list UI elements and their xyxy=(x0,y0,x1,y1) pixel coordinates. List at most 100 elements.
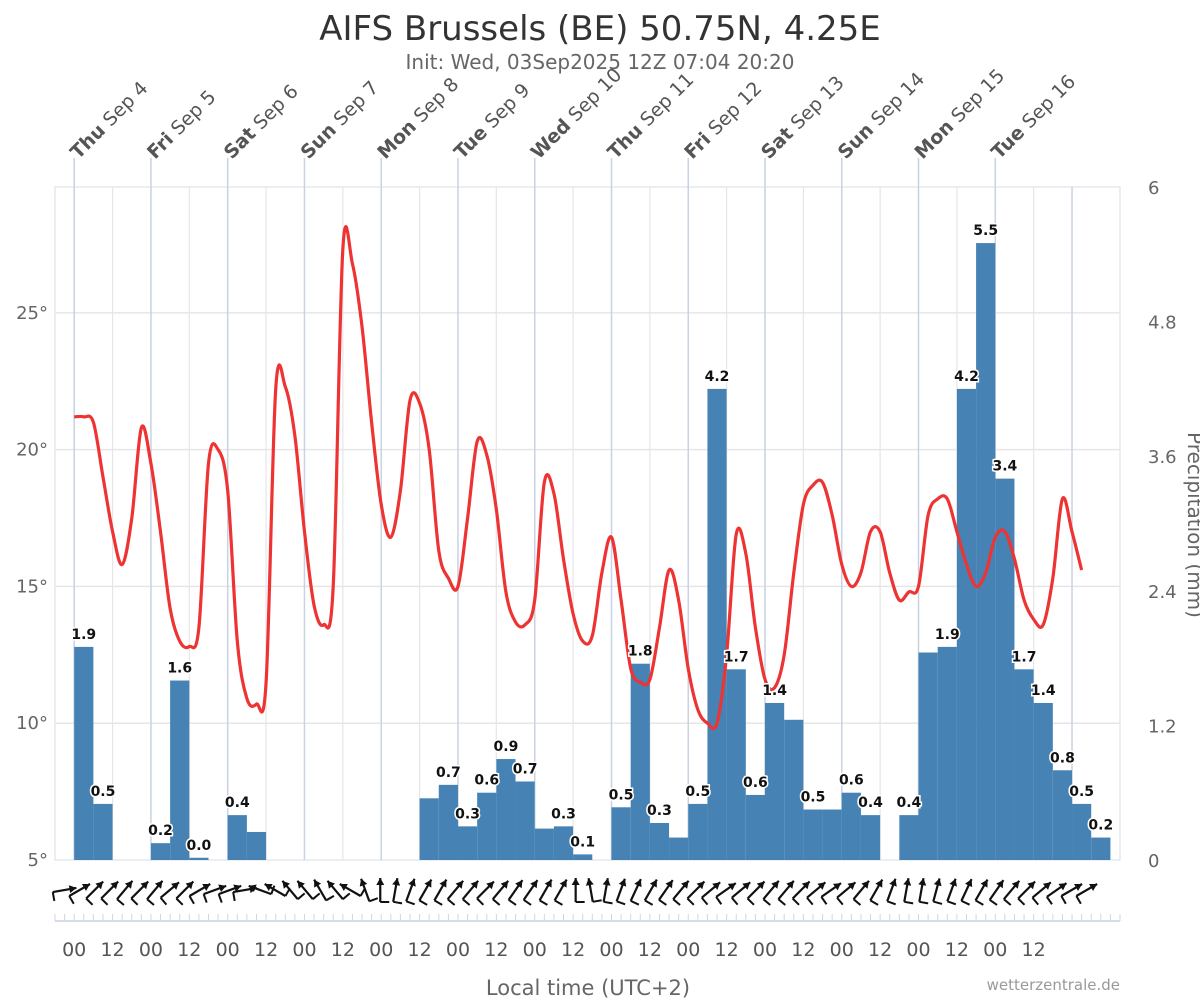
wind-feather xyxy=(746,897,755,906)
wind-arrowhead xyxy=(786,880,794,889)
wind-barb xyxy=(820,882,842,905)
wind-arrowhead xyxy=(171,882,180,890)
wind-barb xyxy=(522,879,539,906)
wind-feather xyxy=(492,898,501,906)
wind-feather xyxy=(989,899,998,906)
precip-bar xyxy=(1014,669,1034,860)
precip-bar xyxy=(496,759,516,860)
precip-bar xyxy=(918,652,938,860)
wind-barb xyxy=(903,877,914,905)
chart-title: AIFS Brussels (BE) 50.75N, 4.25E xyxy=(319,9,881,49)
x-tick-label: 12 xyxy=(561,939,585,961)
wind-feather xyxy=(700,897,709,906)
wind-arrowhead xyxy=(996,880,1004,889)
wind-feather xyxy=(806,897,814,906)
precip-bar xyxy=(246,831,267,860)
wind-arrowhead xyxy=(81,884,91,891)
precip-data-label: 0.5 xyxy=(91,784,116,800)
wind-feather xyxy=(130,897,139,906)
precip-bar xyxy=(93,803,113,860)
day-label: Mon Sep 8 xyxy=(373,73,463,163)
wind-feather xyxy=(791,897,800,906)
day-label-date: Sep 12 xyxy=(700,77,767,144)
wind-barb xyxy=(629,878,642,906)
precip-data-label: 0.5 xyxy=(685,784,710,800)
precip-data-label: 0.5 xyxy=(609,787,634,803)
x-tick-label: 12 xyxy=(408,939,432,961)
x-tick-label: 00 xyxy=(292,939,316,961)
wind-barb xyxy=(146,880,164,906)
precip-data-label: 0.6 xyxy=(839,773,864,789)
wind-barb xyxy=(296,880,321,900)
wind-arrowhead xyxy=(297,880,305,889)
wind-feather xyxy=(947,900,957,906)
precip-bar xyxy=(669,837,689,860)
wind-barb xyxy=(1060,883,1083,905)
precip-bar xyxy=(1052,770,1073,860)
wind-barb xyxy=(68,883,91,905)
precip-bar xyxy=(457,826,478,860)
precip-bar xyxy=(1091,837,1111,860)
x-tick-label: 00 xyxy=(523,939,547,961)
precip-data-label: 1.4 xyxy=(1031,683,1056,699)
wind-arrowhead xyxy=(742,882,751,890)
wind-feather xyxy=(447,898,456,906)
wind-feather xyxy=(686,897,695,906)
precip-bar xyxy=(170,680,190,860)
right-tick-label: 3.6 xyxy=(1148,447,1177,468)
wind-arrowhead xyxy=(602,878,611,886)
wind-arrowhead xyxy=(1058,883,1067,891)
wind-feather xyxy=(297,892,306,900)
wind-arrowhead xyxy=(202,884,211,891)
wind-arrowhead xyxy=(544,879,552,888)
precip-bar xyxy=(688,803,708,860)
wind-arrowhead xyxy=(95,881,104,890)
wind-barb xyxy=(615,878,627,906)
wind-arrowhead xyxy=(1011,880,1020,889)
precip-bar xyxy=(553,826,574,860)
wind-barb xyxy=(658,879,674,906)
wind-feather xyxy=(554,899,563,906)
chart-subtitle: Init: Wed, 03Sep2025 12Z 07:04 20:20 xyxy=(406,50,795,74)
precip-data-label: 0.7 xyxy=(513,761,538,777)
wind-feather xyxy=(175,897,184,906)
wind-barb xyxy=(553,879,568,906)
x-tick-label: 12 xyxy=(331,939,355,961)
wind-feather xyxy=(232,891,236,902)
wind-feather xyxy=(523,899,532,906)
wind-barb xyxy=(602,877,613,905)
x-tick-label: 00 xyxy=(446,939,470,961)
wind-feather xyxy=(869,899,879,906)
precip-bar xyxy=(1072,803,1092,860)
x-tick-label: 12 xyxy=(945,939,969,961)
x-tick-label: 12 xyxy=(638,939,662,961)
wind-feather xyxy=(715,896,723,905)
wind-feather xyxy=(393,900,403,905)
wind-feather xyxy=(462,898,471,906)
wind-feather xyxy=(933,900,943,905)
wind-arrowhead xyxy=(847,882,856,890)
wind-barb xyxy=(376,878,390,903)
wind-arrowhead xyxy=(949,878,957,887)
precip-data-label: 0.5 xyxy=(1069,784,1094,800)
wind-feather xyxy=(405,900,416,906)
wind-arrowhead xyxy=(376,878,385,885)
wind-arrowhead xyxy=(889,878,897,887)
wind-feather xyxy=(476,897,485,906)
precip-data-label: 0.3 xyxy=(455,806,480,822)
wind-feather xyxy=(1017,897,1026,906)
wind-barb xyxy=(1046,882,1068,905)
temperature-line xyxy=(74,225,1084,731)
x-tick-label: 00 xyxy=(62,939,86,961)
precip-data-label: 0.4 xyxy=(897,795,922,811)
wind-arrowhead xyxy=(424,879,432,888)
x-tick-label: 12 xyxy=(100,939,124,961)
wind-feather xyxy=(1060,895,1067,905)
wind-feather xyxy=(51,891,56,902)
wind-feather xyxy=(202,893,208,903)
wind-barb xyxy=(777,880,795,906)
wind-arrowhead xyxy=(233,884,242,893)
wind-barb xyxy=(130,880,150,906)
wind-barb xyxy=(886,878,897,906)
precip-bar xyxy=(649,822,670,860)
